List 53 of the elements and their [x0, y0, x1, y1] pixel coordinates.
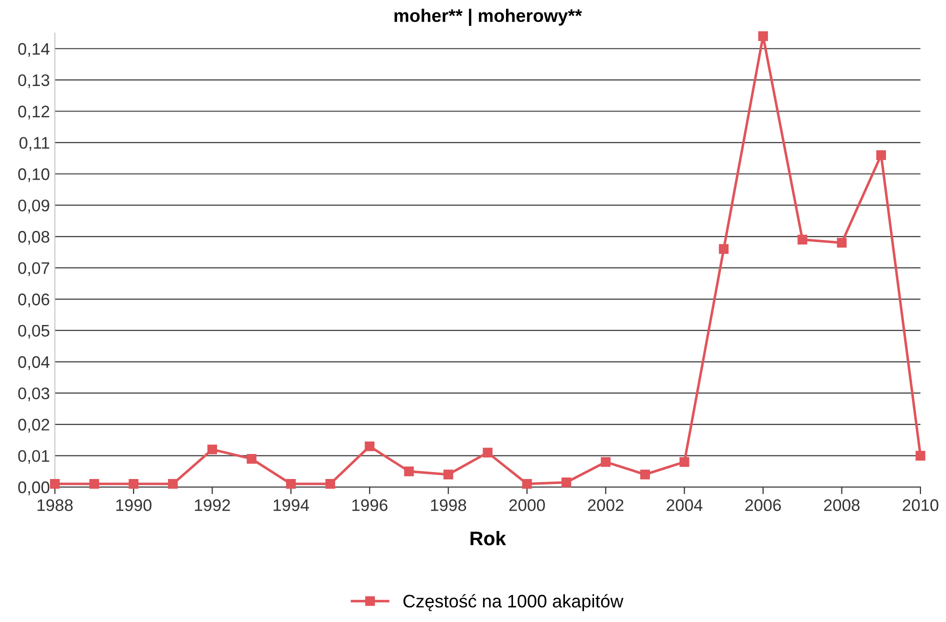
- point: [325, 479, 336, 489]
- y-tick-label: 0,13: [18, 74, 50, 88]
- x-tick-label: 1998: [431, 499, 466, 512]
- point: [482, 448, 493, 458]
- point: [718, 244, 729, 254]
- point: [798, 234, 808, 245]
- point: [836, 238, 847, 248]
- point: [89, 479, 100, 489]
- x-tick-label: 1988: [38, 499, 73, 512]
- x-tick-label: 2000: [509, 499, 545, 512]
- legend-label: Częstość na 1000 akapitów: [403, 594, 624, 612]
- y-tick-label: 0,08: [18, 230, 50, 245]
- point: [522, 479, 532, 489]
- x-axis-title: Rok: [470, 531, 506, 546]
- point: [207, 444, 218, 454]
- point: [876, 150, 886, 160]
- x-tick-label: 1996: [352, 499, 388, 512]
- point: [640, 470, 650, 480]
- x-tick-label: 1990: [116, 499, 152, 512]
- chart-title: moher** | moherowy**: [394, 8, 582, 26]
- y-tick-label: 0,10: [18, 168, 50, 182]
- y-tick-label: 0,14: [18, 43, 50, 57]
- point: [916, 450, 926, 461]
- point: [286, 479, 296, 489]
- point: [50, 479, 60, 489]
- point: [404, 466, 414, 476]
- y-tick-label: 0,12: [18, 106, 50, 120]
- point: [443, 470, 454, 480]
- point: [364, 441, 374, 452]
- y-tick-label: 0,05: [18, 324, 50, 339]
- x-tick-label: 2004: [666, 499, 702, 512]
- x-tick-label: 1994: [274, 499, 309, 512]
- y-tick-label: 0,02: [18, 418, 50, 433]
- y-tick-label: 0,01: [18, 450, 50, 464]
- point: [600, 457, 611, 467]
- point: [168, 479, 178, 489]
- point: [758, 31, 768, 41]
- x-tick-label: 2010: [902, 499, 938, 512]
- point: [246, 454, 256, 464]
- x-tick-label: 1992: [194, 499, 230, 512]
- point: [680, 457, 690, 467]
- point: [561, 477, 572, 488]
- x-tick-label: 2006: [745, 499, 781, 512]
- point: [128, 479, 138, 489]
- x-tick-label: 2008: [824, 499, 860, 512]
- y-tick-label: 0,07: [18, 262, 50, 276]
- x-tick-label: 2002: [588, 499, 624, 512]
- y-tick-label: 0,04: [18, 356, 50, 370]
- y-tick-label: 0,11: [19, 136, 50, 151]
- y-tick-label: 0,09: [18, 200, 50, 214]
- y-tick-label: 0,03: [18, 387, 50, 402]
- y-tick-label: 0,06: [18, 294, 50, 308]
- y-tick-label: 0,00: [18, 481, 50, 496]
